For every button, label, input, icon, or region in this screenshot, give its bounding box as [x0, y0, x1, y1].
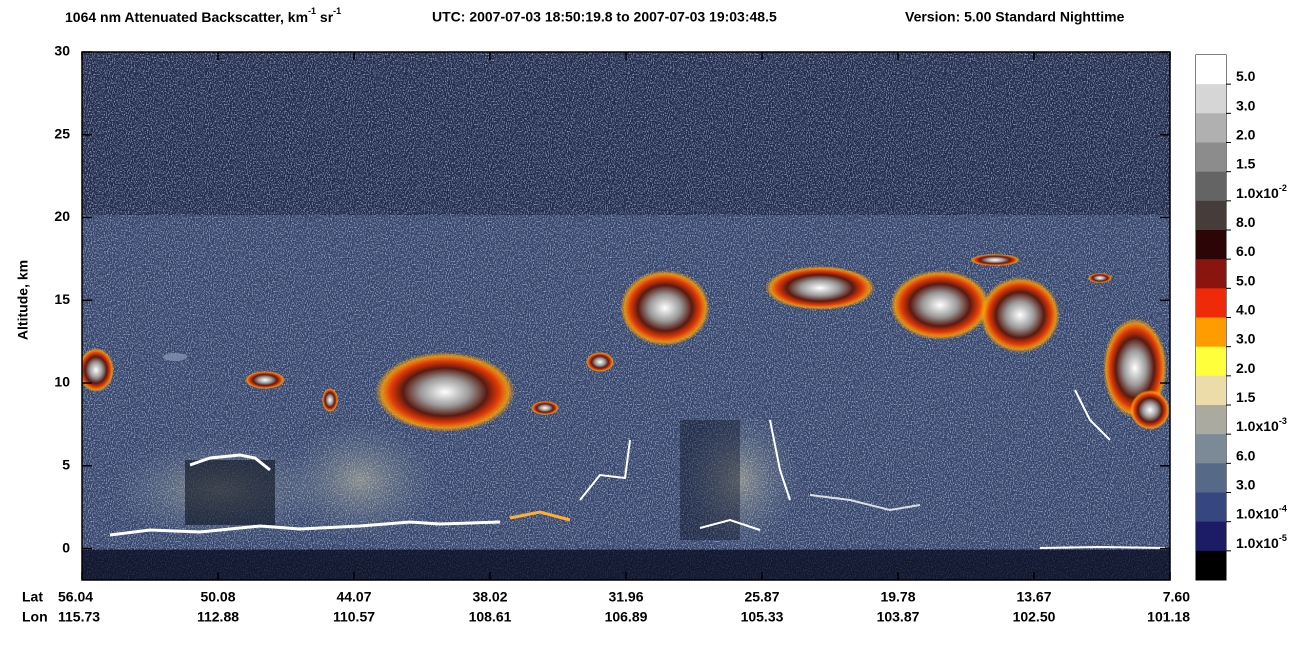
colorbar-label: 6.0: [1236, 243, 1256, 259]
colorbar-label: 2.0: [1236, 126, 1256, 142]
y-tick-label: 25: [54, 125, 70, 141]
colorbar-label: 1.0x10: [1236, 505, 1279, 521]
colorbar-label-sup: -4: [1279, 504, 1287, 514]
colorbar-label: 3.0: [1236, 330, 1256, 346]
lon-tick-label: 105.33: [741, 609, 784, 625]
y-tick-label: 5: [62, 456, 70, 472]
colorbar-label: 4.0: [1236, 301, 1256, 317]
colorbar-swatch: [1196, 84, 1226, 114]
colorbar-swatch: [1196, 259, 1226, 289]
colorbar-tick-label: 3.0: [1236, 330, 1256, 346]
colorbar-label-sup: -3: [1279, 417, 1287, 427]
colorbar-swatch: [1196, 492, 1226, 523]
colorbar-label: 1.0x10: [1236, 185, 1279, 201]
title-version: Version: 5.00 Standard Nighttime: [905, 9, 1125, 25]
y-tick-label: 0: [62, 539, 70, 555]
lon-tick-label: 102.50: [1013, 609, 1056, 625]
colorbar-label: 3.0: [1236, 97, 1256, 113]
lon-tick-label: 103.87: [877, 609, 920, 625]
lat-tick-label: 13.67: [1016, 589, 1051, 605]
lat-tick-label: 38.02: [472, 589, 507, 605]
colorbar-label: 5.0: [1236, 68, 1256, 84]
colorbar-tick-label: 3.0: [1236, 476, 1256, 492]
colorbar-tick-label: 1.5: [1236, 155, 1256, 171]
colorbar-swatch: [1196, 317, 1226, 348]
colorbar-tick-label: 6.0: [1236, 243, 1256, 259]
colorbar-tick-label: 3.0: [1236, 97, 1256, 113]
lat-tick-label: 50.08: [200, 589, 235, 605]
colorbar-swatch: [1196, 55, 1226, 85]
lat-tick-label: 56.04: [58, 589, 93, 605]
lat-tick-label: 44.07: [336, 589, 371, 605]
colorbar-swatch: [1196, 171, 1226, 202]
lon-tick-label: 108.61: [469, 609, 512, 625]
lon-tick-label: 112.88: [197, 609, 239, 625]
lon-tick-label: 110.57: [333, 609, 375, 625]
colorbar-tick-label: 5.0: [1236, 272, 1256, 288]
lat-tick-label: 19.78: [880, 589, 915, 605]
colorbar-swatch: [1196, 346, 1226, 377]
title-utc: UTC: 2007-07-03 18:50:19.8 to 2007-07-03…: [432, 9, 777, 25]
colorbar-label: 1.5: [1236, 155, 1256, 171]
backscatter-image: [82, 52, 1170, 580]
y-axis-label: Altitude, km: [15, 260, 31, 340]
lon-tick-label: 115.73: [58, 609, 100, 625]
colorbar-swatch: [1196, 405, 1226, 435]
colorbar-label: 3.0: [1236, 476, 1256, 492]
colorbar-label: 1.0x10: [1236, 535, 1279, 551]
title-sup: -1: [308, 6, 316, 16]
lat-tick-label: 31.96: [608, 589, 643, 605]
colorbar-label: 1.5: [1236, 389, 1256, 405]
lat-tick-label: 7.60: [1163, 589, 1190, 605]
colorbar-label: 5.0: [1236, 272, 1256, 288]
title-sup: -1: [333, 6, 341, 16]
title-unit: sr: [316, 9, 334, 25]
colorbar-tick-label: 6.0: [1236, 447, 1256, 463]
colorbar-swatch: [1196, 434, 1226, 464]
y-tick-label: 20: [54, 208, 70, 224]
colorbar-swatch: [1196, 288, 1226, 318]
colorbar-label-sup: -5: [1279, 533, 1287, 543]
colorbar-label: 1.0x10: [1236, 418, 1279, 434]
colorbar-label: 8.0: [1236, 214, 1256, 230]
colorbar-label-sup: -2: [1279, 183, 1287, 193]
colorbar-swatch: [1196, 550, 1226, 581]
colorbar-swatch: [1196, 521, 1226, 552]
colorbar-swatch: [1196, 200, 1226, 231]
colorbar-tick-label: 1.0x10-5: [1236, 533, 1287, 550]
colorbar-tick-label: 2.0: [1236, 360, 1256, 376]
x-row-label: Lat: [22, 589, 43, 605]
colorbar-tick-label: 1.5: [1236, 389, 1256, 405]
colorbar-tick-label: 1.0x10-4: [1236, 504, 1287, 521]
colorbar-tick-label: 8.0: [1236, 214, 1256, 230]
colorbar-swatch: [1196, 142, 1226, 173]
chart-title: 1064 nm Attenuated Backscatter, km-1 sr-…: [65, 6, 341, 24]
y-tick-label: 15: [54, 291, 70, 307]
title-product: 1064 nm Attenuated Backscatter, km: [65, 9, 308, 25]
colorbar-tick-label: 2.0: [1236, 126, 1256, 142]
colorbar-label: 2.0: [1236, 360, 1256, 376]
colorbar-tick-label: 4.0: [1236, 301, 1256, 317]
lon-tick-label: 101.18: [1147, 609, 1190, 625]
colorbar-tick-label: 5.0: [1236, 68, 1256, 84]
lat-tick-label: 25.87: [744, 589, 779, 605]
colorbar-swatch: [1196, 113, 1226, 143]
colorbar-swatch: [1196, 375, 1226, 406]
colorbar-tick-label: 1.0x10-2: [1236, 183, 1287, 200]
colorbar-label: 6.0: [1236, 447, 1256, 463]
x-row-label: Lon: [22, 609, 48, 625]
colorbar-swatch: [1196, 230, 1226, 260]
colorbar-tick-label: 1.0x10-3: [1236, 417, 1287, 434]
lon-tick-label: 106.89: [605, 609, 648, 625]
y-tick-label: 30: [54, 43, 70, 59]
colorbar-swatch: [1196, 463, 1226, 493]
y-tick-label: 10: [54, 374, 70, 390]
